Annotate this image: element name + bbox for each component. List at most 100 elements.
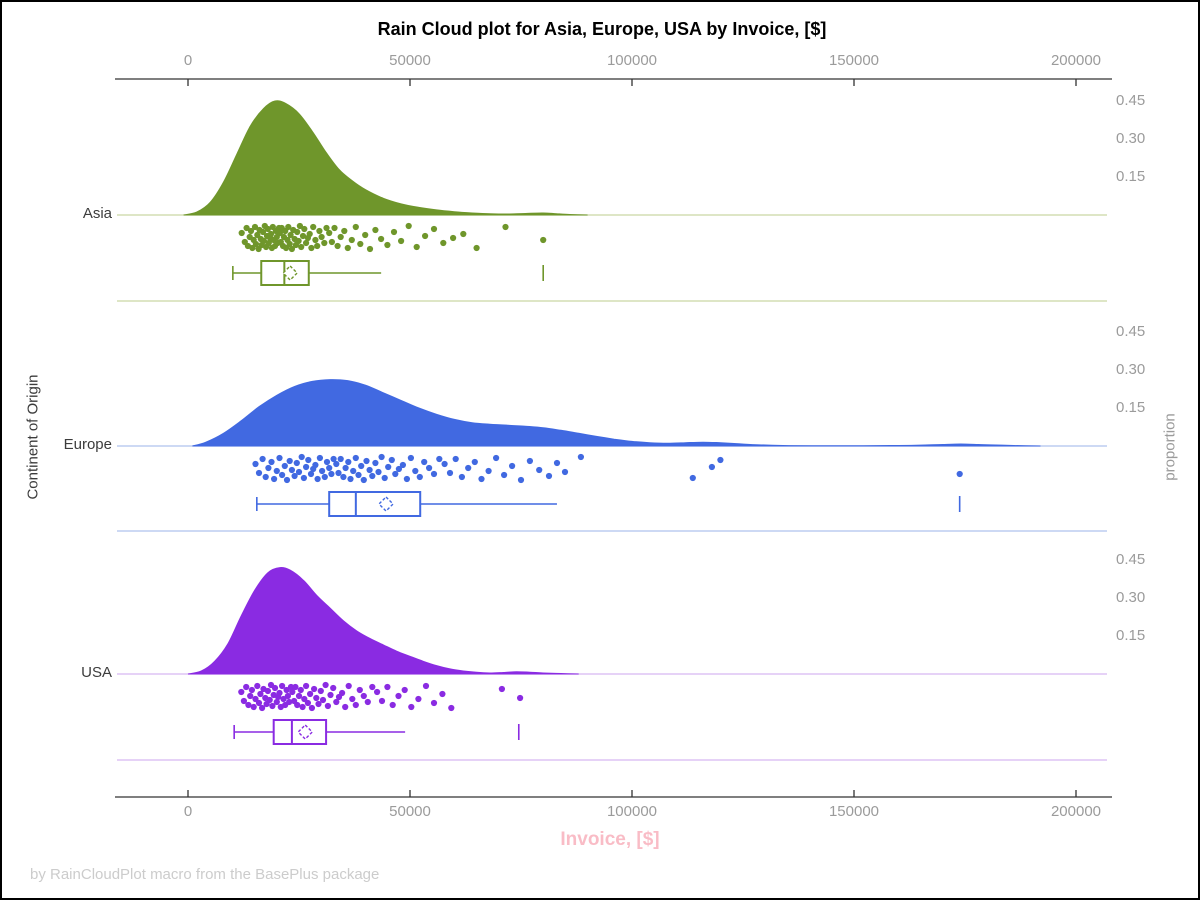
europe-jitter-point [717, 456, 724, 464]
europe-proportion-tick-label: 0.15 [1116, 399, 1146, 416]
europe-jitter-point [493, 454, 500, 462]
europe-jitter-point [358, 462, 365, 470]
europe-jitter-point [545, 472, 553, 480]
europe-proportion-tick-label: 0.30 [1116, 361, 1146, 378]
x-axis-label: Invoice, [$] [560, 829, 660, 850]
usa-jitter-point [301, 695, 308, 703]
usa-jitter-point [498, 685, 505, 693]
europe-jitter-point [291, 472, 298, 480]
europe-jitter-point [298, 453, 305, 461]
top-x-tick-label: 50000 [389, 52, 431, 69]
europe-jitter-point [561, 468, 569, 476]
asia-jitter-point [260, 237, 267, 245]
usa-jitter-point [273, 698, 280, 706]
usa-jitter-point [304, 699, 311, 707]
bottom-x-tick-label: 150000 [828, 803, 880, 820]
asia-jitter-point [296, 222, 303, 230]
asia-jitter-point [372, 226, 379, 234]
europe-jitter-point [345, 458, 352, 466]
asia-jitter-point [286, 240, 293, 248]
asia-jitter-point [348, 236, 355, 244]
europe-proportion-tick-label: 0.45 [1116, 323, 1146, 340]
usa-proportion-tick-label: 0.15 [1116, 627, 1146, 644]
usa-jitter-point [266, 696, 273, 704]
europe-jitter-point [412, 467, 419, 475]
usa-jitter-point [280, 695, 287, 703]
usa-jitter-point [352, 701, 359, 709]
asia-jitter-point [285, 223, 292, 231]
europe-jitter-point [465, 464, 472, 472]
top-x-tick-label: 150000 [828, 52, 880, 69]
usa-jitter-point [255, 699, 263, 707]
bottom-x-tick-label: 0 [183, 803, 193, 820]
top-x-tick-label: 100000 [606, 52, 658, 69]
usa-jitter-point [430, 699, 438, 707]
europe-jitter-point [355, 471, 362, 479]
asia-jitter-point [287, 231, 294, 239]
usa-jitter-point [240, 697, 247, 705]
asia-jitter-point [337, 233, 344, 241]
europe-jitter-point [321, 473, 328, 481]
europe-jitter-point [255, 469, 263, 477]
asia-jitter-point [384, 241, 391, 249]
asia-jitter-point [283, 244, 290, 252]
usa-jitter-point [415, 695, 422, 703]
asia-jitter-point [366, 245, 374, 253]
asia-jitter-point [352, 223, 359, 231]
europe-jitter-point [314, 475, 321, 483]
usa-jitter-point [324, 702, 331, 710]
asia-jitter-point [326, 229, 333, 237]
asia-jitter-point [267, 230, 275, 238]
asia-jitter-point [430, 225, 438, 233]
asia-jitter-point [251, 223, 259, 231]
asia-jitter-point [288, 245, 295, 253]
europe-jitter-point [360, 476, 367, 484]
europe-jitter-point [295, 468, 303, 476]
europe-jitter-point [300, 474, 307, 482]
asia-jitter-point [413, 243, 420, 251]
asia-jitter-point [362, 231, 369, 239]
usa-jitter-point [401, 686, 408, 694]
usa-proportion-tick-label: 0.45 [1116, 551, 1146, 568]
usa-jitter-point [322, 681, 329, 689]
europe-jitter-point [288, 466, 295, 474]
europe-jitter-point [352, 454, 359, 462]
europe-jitter-point [335, 469, 342, 477]
europe-jitter-point [501, 471, 508, 479]
usa-jitter-point [297, 686, 304, 694]
usa-jitter-point [349, 695, 356, 703]
europe-jitter-point [305, 456, 312, 464]
europe-jitter-point [363, 457, 370, 465]
usa-jitter-point [276, 689, 283, 697]
usa-jitter-point [360, 692, 367, 700]
europe-jitter-point [509, 462, 516, 470]
usa-jitter-point [271, 684, 279, 692]
usa-jitter-point [283, 686, 290, 694]
asia-jitter-point [243, 224, 250, 232]
bottom-x-tick-label: 200000 [1050, 803, 1102, 820]
europe-jitter-point [366, 466, 373, 474]
europe-jitter-point [553, 459, 561, 467]
usa-jitter-point [327, 691, 334, 699]
europe-jitter-point [421, 458, 428, 466]
asia-jitter-point [540, 236, 547, 244]
usa-jitter-point [238, 688, 245, 696]
europe-jitter-point [307, 470, 315, 478]
europe-jitter-point [342, 464, 349, 472]
europe-jitter-point [407, 454, 414, 462]
europe-jitter-point [333, 460, 340, 468]
usa-proportion-tick-label: 0.30 [1116, 589, 1146, 606]
usa-jitter-point [364, 698, 371, 706]
europe-jitter-point [441, 460, 448, 468]
top-x-tick-label: 0 [183, 52, 193, 69]
asia-jitter-point [341, 227, 348, 235]
asia-jitter-point [294, 228, 301, 236]
asia-jitter-point [378, 235, 385, 243]
asia-jitter-point [334, 242, 341, 250]
usa-jitter-point [313, 694, 320, 702]
asia-jitter-point [390, 228, 398, 236]
asia-jitter-point [323, 224, 330, 232]
bottom-x-tick-label: 100000 [606, 803, 658, 820]
usa-jitter-point [389, 701, 396, 709]
usa-jitter-point [287, 683, 295, 691]
